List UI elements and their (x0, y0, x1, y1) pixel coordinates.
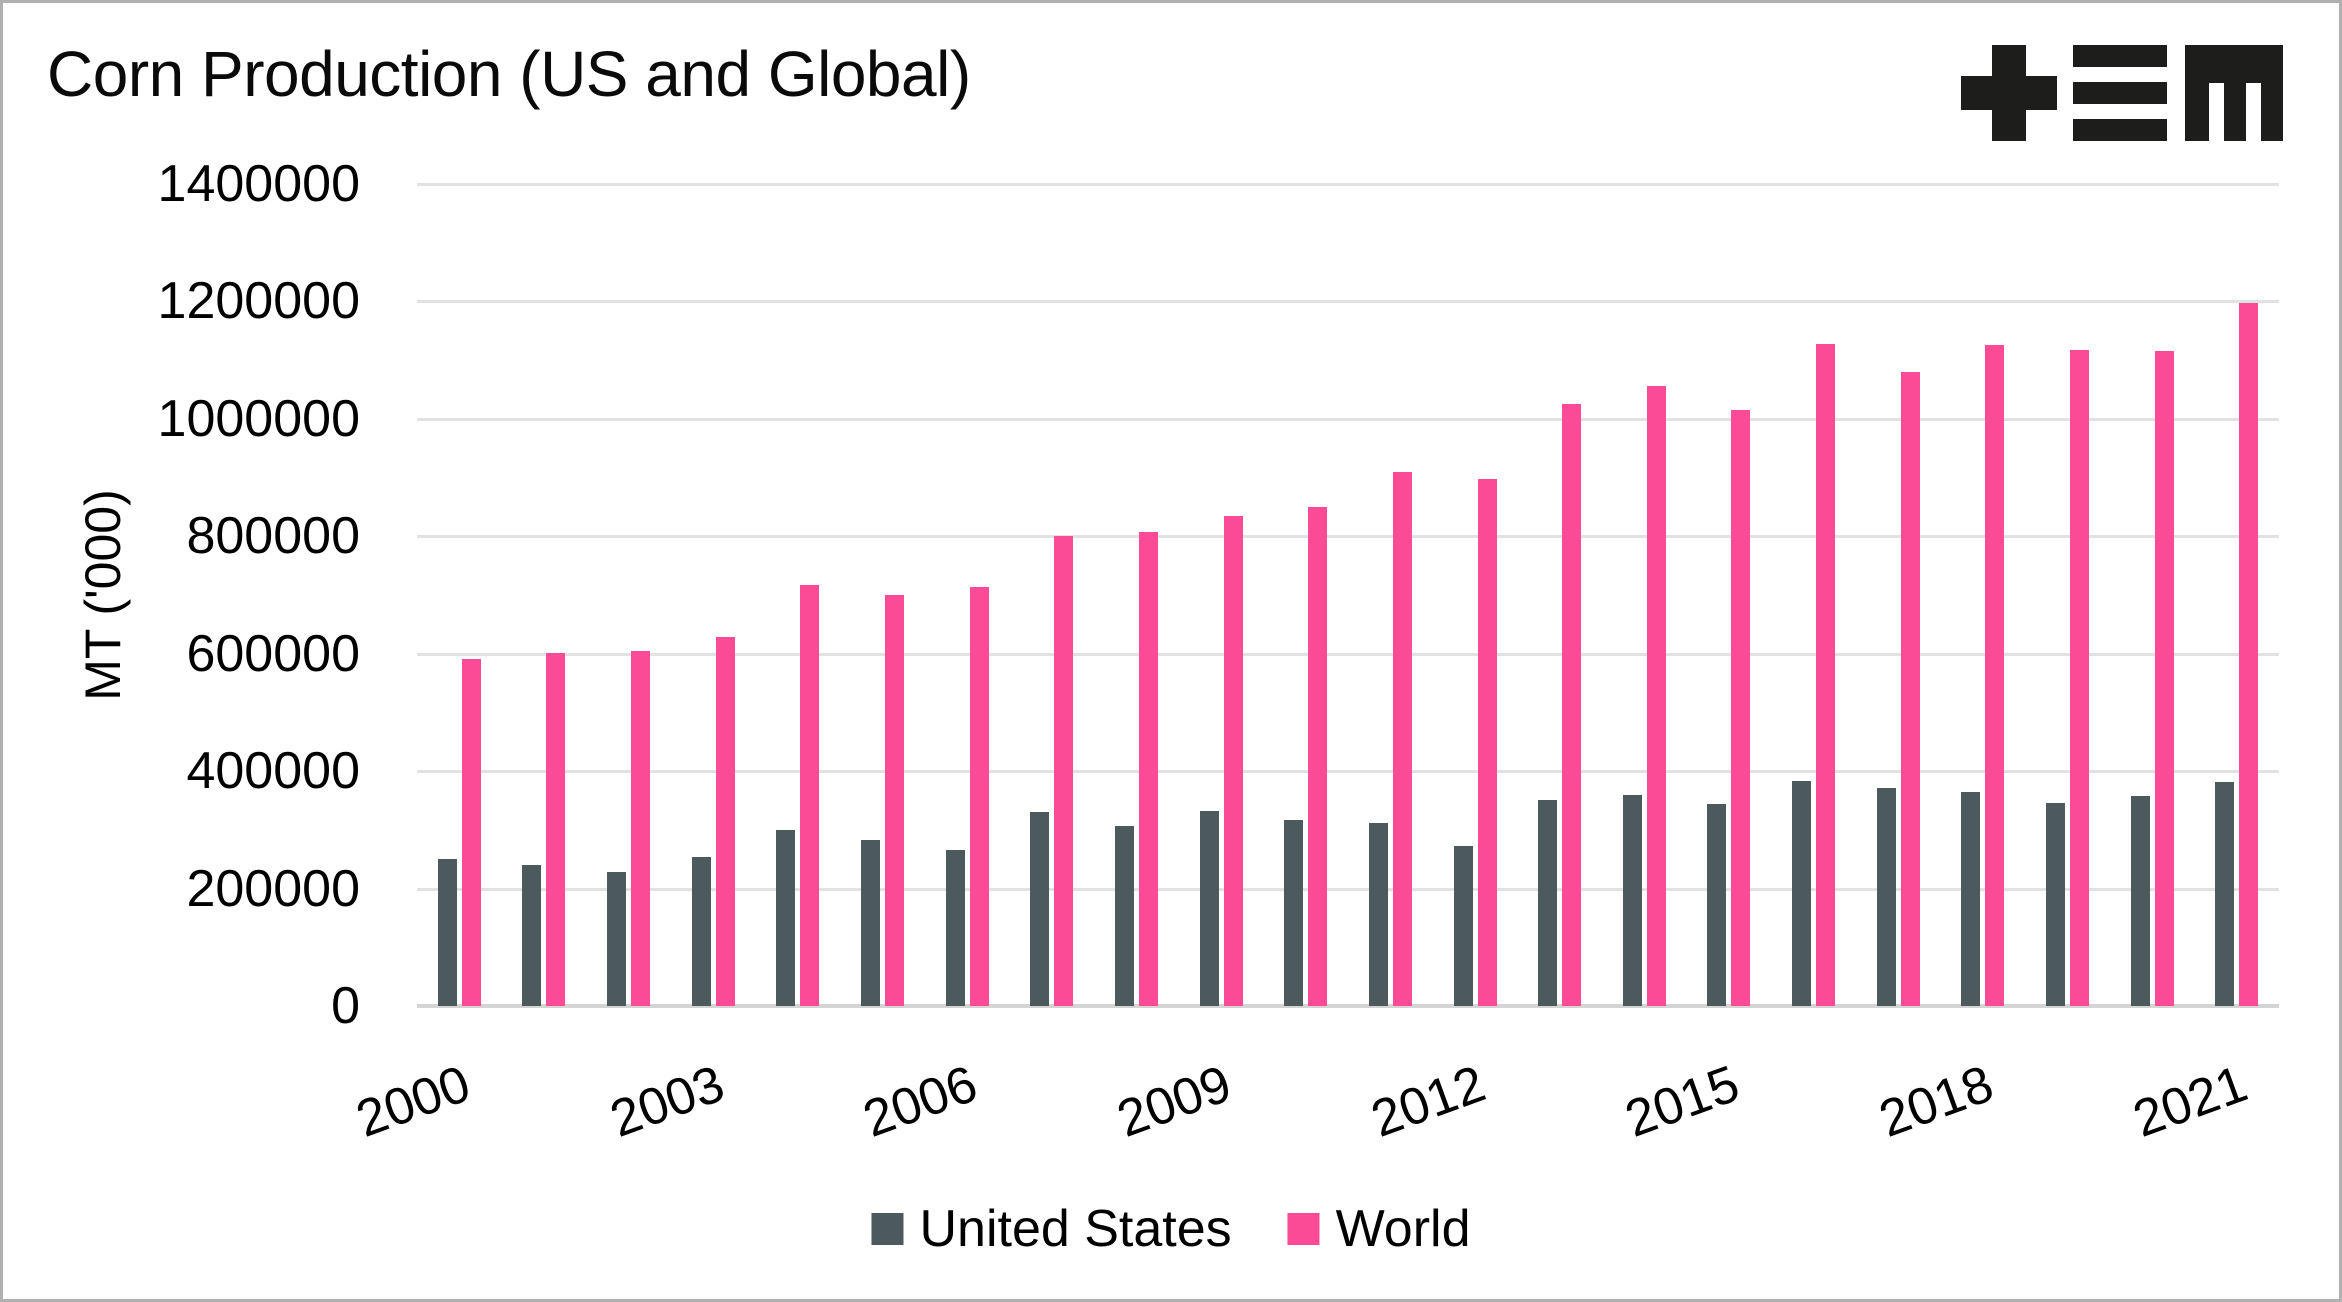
y-tick-label: 0 (331, 977, 360, 1035)
bar-world-2015 (1731, 410, 1751, 1006)
bar-group-2016 (1771, 184, 1856, 1006)
x-axis-baseline (417, 1004, 2279, 1008)
bar-group-2012 (1433, 184, 1518, 1006)
chart-title: Corn Production (US and Global) (47, 38, 971, 110)
bar-us-2017 (1876, 788, 1896, 1006)
bar-us-2005 (861, 840, 881, 1006)
plot-area (417, 183, 2279, 1008)
bar-world-2006 (969, 586, 989, 1006)
bar-world-2012 (1477, 479, 1497, 1006)
bar-world-2010 (1308, 506, 1328, 1006)
y-tick-label: 200000 (186, 859, 360, 918)
y-tick-label: 1400000 (157, 155, 360, 213)
bar-world-2005 (885, 595, 905, 1006)
bar-us-2013 (1538, 799, 1558, 1006)
y-tick-label: 800000 (186, 507, 360, 566)
gridline (417, 183, 2279, 186)
bar-group-2002 (586, 184, 671, 1006)
bar-group-2005 (840, 184, 925, 1006)
gridline (417, 652, 2279, 656)
bar-group-2017 (1856, 184, 1941, 1006)
bar-group-2006 (925, 184, 1010, 1006)
bar-world-2016 (1816, 343, 1836, 1006)
bar-world-2003 (715, 637, 735, 1006)
bar-group-2003 (671, 184, 756, 1006)
x-tick-2021: 2021 (1945, 1052, 2255, 1149)
bar-group-2015 (1687, 184, 1772, 1006)
y-tick-label: 400000 (186, 742, 360, 801)
legend: United States World (871, 1199, 1471, 1259)
bar-us-2003 (691, 856, 711, 1006)
bar-world-2004 (800, 585, 820, 1006)
bar-us-2016 (1792, 780, 1812, 1006)
plus-equals-m-logo-icon (1961, 45, 2283, 141)
legend-swatch-icon (1287, 1213, 1320, 1245)
bar-world-2002 (631, 651, 651, 1006)
bar-us-2000 (437, 859, 457, 1006)
bar-world-2001 (546, 653, 566, 1006)
legend-item-united-states: United States (871, 1199, 1232, 1259)
bar-world-2008 (1138, 532, 1158, 1006)
y-tick-label: 1200000 (157, 272, 360, 331)
bar-us-2018 (1961, 792, 1981, 1006)
bar-us-2002 (607, 872, 627, 1006)
bar-world-2011 (1392, 472, 1412, 1006)
bar-world-2007 (1054, 536, 1074, 1006)
y-axis-tick-labels: 0 200000 400000 600000 800000 1000000 1200000 1… (3, 155, 360, 1035)
bar-world-2000 (461, 659, 481, 1006)
x-tick-label: 2021 (2126, 1054, 2255, 1149)
bar-group-2001 (502, 184, 587, 1006)
bar-group-2011 (1348, 184, 1433, 1006)
bar-us-2019 (2045, 802, 2065, 1006)
bar-us-2007 (1030, 811, 1050, 1006)
gridline (417, 300, 2279, 304)
bar-group-2020 (2110, 184, 2195, 1006)
bar-group-2018 (1941, 184, 2026, 1006)
bar-group-2014 (1602, 184, 1687, 1006)
bar-group-2004 (756, 184, 841, 1006)
y-tick-label: 1000000 (157, 389, 360, 448)
x-axis-tick-labels: 2000 2003 2006 2009 2012 2015 2018 2021 (349, 1006, 2279, 1176)
gridline (417, 417, 2279, 421)
legend-swatch-icon (871, 1213, 904, 1245)
gridline (417, 887, 2279, 891)
bar-us-2015 (1707, 804, 1727, 1006)
bar-world-2009 (1223, 516, 1243, 1006)
legend-label: World (1335, 1200, 1471, 1258)
bar-us-2001 (522, 865, 542, 1006)
bar-world-2019 (2069, 350, 2089, 1006)
bar-world-2014 (1646, 385, 1666, 1006)
y-tick-label: 600000 (186, 624, 360, 683)
bar-world-2020 (2154, 351, 2174, 1006)
bar-group-2009 (1179, 184, 1264, 1006)
bar-group-2008 (1094, 184, 1179, 1006)
bar-us-2010 (1284, 820, 1304, 1006)
bar-series-area (417, 184, 2279, 1006)
bar-group-2007 (1009, 184, 1094, 1006)
bar-us-2008 (1114, 826, 1134, 1006)
legend-item-world: World (1287, 1199, 1471, 1259)
bar-world-2017 (1900, 372, 1920, 1006)
bar-us-2006 (945, 849, 965, 1006)
bar-us-2021 (2215, 782, 2235, 1006)
gridline (417, 535, 2279, 539)
bar-us-2014 (1622, 794, 1642, 1006)
bar-world-2013 (1562, 403, 1582, 1006)
bar-us-2009 (1199, 811, 1219, 1006)
bar-group-2019 (2025, 184, 2110, 1006)
bar-group-2021 (2194, 184, 2279, 1006)
bar-group-2000 (417, 184, 502, 1006)
legend-label: United States (919, 1200, 1232, 1258)
bar-world-2018 (1985, 344, 2005, 1006)
bar-group-2013 (1517, 184, 1602, 1006)
gridline (417, 770, 2279, 774)
bar-us-2020 (2130, 796, 2150, 1006)
bar-us-2011 (1368, 822, 1388, 1006)
bar-us-2012 (1453, 846, 1473, 1006)
bar-us-2004 (776, 829, 796, 1006)
bar-group-2010 (1263, 184, 1348, 1006)
bar-world-2021 (2239, 302, 2259, 1006)
